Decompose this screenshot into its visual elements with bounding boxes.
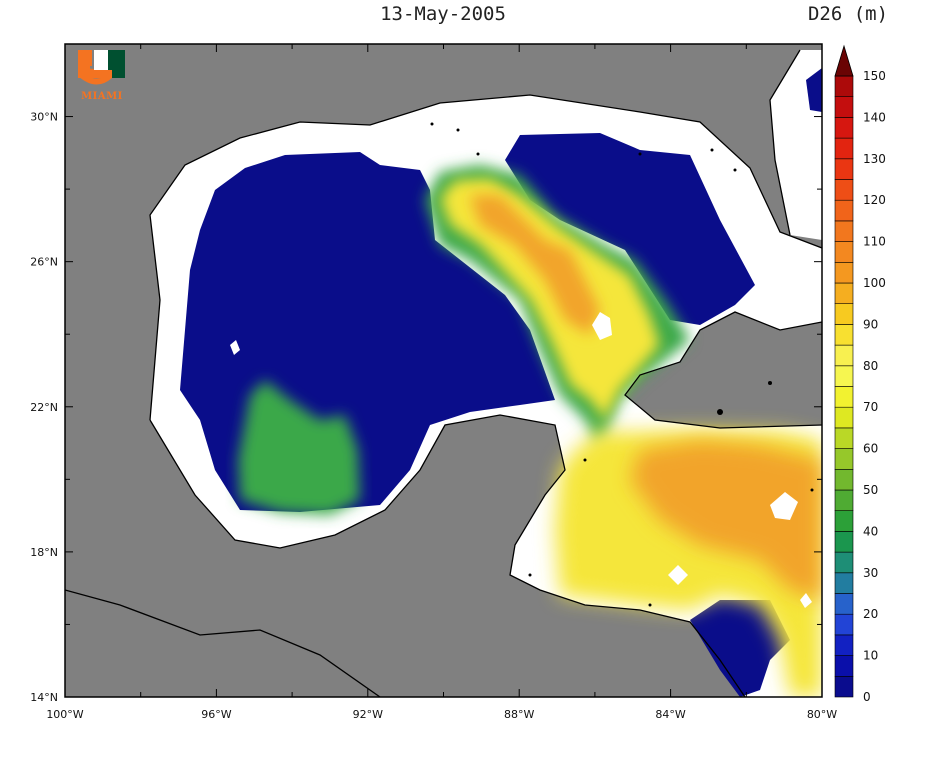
colorbar-segment (834, 96, 854, 118)
lat-label: 14°N (30, 691, 58, 704)
colorbar-label: 60 (863, 442, 878, 456)
colorbar-label: 40 (863, 524, 878, 538)
units-label: D26 (m) (808, 3, 888, 25)
colorbar-label: 120 (863, 193, 886, 207)
map-title: 13-May-2005 (380, 3, 506, 25)
colorbar (834, 44, 854, 698)
colorbar-label: 100 (863, 276, 886, 290)
colorbar-segment (834, 241, 854, 263)
colorbar-segment (834, 282, 854, 305)
colorbar-segment (834, 427, 854, 449)
lat-label: 30°N (30, 111, 58, 124)
colorbar-segment (834, 365, 854, 387)
d26-field (180, 68, 822, 697)
colorbar-segment (834, 510, 854, 532)
colorbar-segment (834, 489, 854, 512)
university-logo: MIAMI (78, 50, 125, 102)
colorbar-segment (834, 324, 854, 346)
colorbar-label: 70 (863, 400, 878, 414)
longitude-labels: 100°W 96°W 92°W 88°W 84°W 80°W (46, 708, 837, 721)
colorbar-segment (834, 179, 854, 201)
colorbar-segment (834, 448, 854, 470)
colorbar-segment (834, 613, 854, 636)
colorbar-label: 90 (863, 317, 878, 331)
colorbar-label: 0 (863, 690, 871, 704)
colorbar-extend-arrow (834, 44, 854, 77)
colorbar-segment (834, 634, 854, 656)
colorbar-label: 150 (863, 69, 886, 83)
lon-label: 84°W (655, 708, 685, 721)
coastline (65, 49, 822, 697)
colorbar-segment (834, 531, 854, 553)
colorbar-segment (834, 137, 854, 160)
colorbar-segment (834, 675, 854, 698)
logo-text: MIAMI (81, 91, 123, 102)
colorbar-segment (834, 117, 854, 139)
lon-label: 100°W (46, 708, 83, 721)
colorbar-label: 50 (863, 483, 878, 497)
colorbar-segment (834, 468, 854, 491)
colorbar-label: 20 (863, 607, 878, 621)
coast-detail-dots (430, 122, 814, 607)
colorbar-segment (834, 199, 854, 222)
colorbar-segment (834, 220, 854, 242)
colorbar-segment (834, 572, 854, 594)
colorbar-label: 30 (863, 566, 878, 580)
colorbar-label: 130 (863, 152, 886, 166)
lat-label: 18°N (30, 546, 58, 559)
lon-label: 96°W (201, 708, 231, 721)
axis-ticks (64, 43, 823, 698)
colorbar-segment (834, 344, 854, 367)
colorbar-segment (834, 75, 854, 98)
colorbar-label: 80 (863, 359, 878, 373)
colorbar-segment (834, 158, 854, 180)
lon-label: 92°W (353, 708, 383, 721)
lon-label: 88°W (504, 708, 534, 721)
colorbar-label: 10 (863, 649, 878, 663)
lat-label: 26°N (30, 256, 58, 269)
lat-label: 22°N (30, 401, 58, 414)
colorbar-segment (834, 303, 854, 325)
colorbar-segment (834, 261, 854, 284)
colorbar-label: 110 (863, 235, 886, 249)
latitude-labels: 30°N 26°N 22°N 18°N 14°N (30, 111, 58, 704)
colorbar-segment (834, 593, 854, 615)
lon-label: 80°W (807, 708, 837, 721)
colorbar-label: 140 (863, 110, 886, 124)
colorbar-segment (834, 655, 854, 677)
colorbar-segment (834, 551, 854, 574)
colorbar-segment (834, 406, 854, 429)
colorbar-segment (834, 386, 854, 408)
